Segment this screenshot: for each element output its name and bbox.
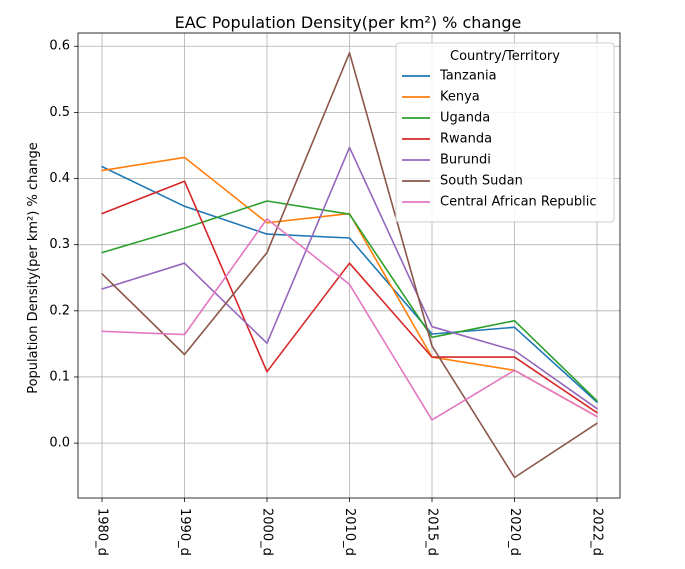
y-tick-label: 0.5	[49, 105, 70, 120]
x-tick-label: 2000_d	[260, 508, 275, 556]
x-tick-label: 2010_d	[342, 508, 357, 556]
legend-label-kenya: Kenya	[440, 90, 480, 105]
series-line-tanzania	[101, 165, 598, 403]
legend-label-burundi: Burundi	[440, 153, 491, 168]
series-line-rwanda	[101, 180, 598, 414]
y-tick-label: 0.2	[49, 303, 70, 318]
x-tick-label: 1990_d	[177, 508, 192, 556]
x-tick-label: 2022_d	[590, 508, 605, 556]
legend-label-central-african-republic: Central African Republic	[440, 195, 596, 210]
y-tick-label: 0.4	[49, 171, 70, 186]
plot-frame	[77, 32, 621, 499]
x-tick-label: 1980_d	[95, 508, 110, 556]
legend-box	[395, 42, 615, 223]
legend: Country/Territory Tanzania Kenya Uganda Rwan…	[395, 42, 615, 223]
y-tick-label: 0.6	[49, 39, 70, 54]
axis-ticks: 1980_d 1990_d 2000_d 2010_d 2015_d 2020_d 2022…	[49, 39, 604, 556]
y-axis-label: Population Density(per km²) % change	[26, 142, 41, 394]
series-line-south-sudan	[101, 51, 598, 479]
series-line-uganda	[101, 200, 598, 402]
y-tick-label: 0.1	[49, 369, 70, 384]
legend-label-rwanda: Rwanda	[440, 132, 492, 147]
x-tick-label: 2020_d	[507, 508, 522, 556]
legend-title: Country/Territory	[450, 49, 560, 64]
y-tick-label: 0.0	[49, 436, 70, 451]
series-line-central-african-republic	[101, 218, 598, 421]
x-tick-label: 2015_d	[425, 508, 440, 556]
chart-title: EAC Population Density(per km²) % change	[175, 13, 522, 32]
y-tick-label: 0.3	[49, 237, 70, 252]
legend-label-uganda: Uganda	[440, 111, 490, 126]
series-line-burundi	[101, 146, 598, 410]
legend-label-tanzania: Tanzania	[439, 69, 497, 84]
series-lines	[101, 51, 598, 479]
legend-label-south-sudan: South Sudan	[440, 174, 523, 189]
